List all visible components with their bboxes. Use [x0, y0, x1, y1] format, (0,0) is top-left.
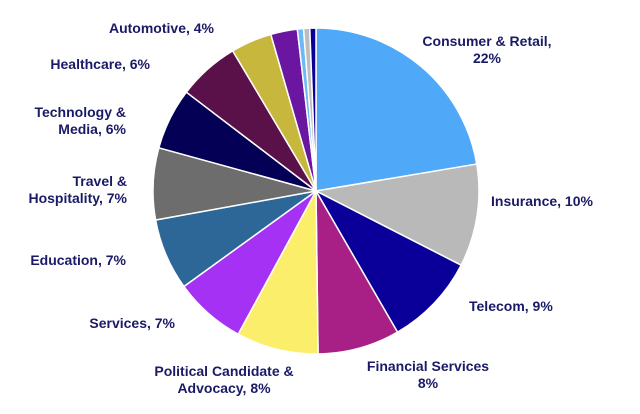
slice-label: Telecom, 9% — [469, 298, 553, 314]
slice-label-line: Education, 7% — [30, 252, 126, 268]
slice-label-line: Travel & — [73, 173, 127, 189]
slice-label-line: Financial Services — [367, 358, 489, 374]
slice-label: Education, 7% — [30, 252, 126, 268]
slice-label: Travel & Hospitality, 7% — [28, 173, 127, 206]
slice-label-line: 22% — [473, 50, 502, 66]
pie-slice — [315, 163, 480, 266]
pie-slice — [315, 27, 478, 192]
slice-label-line: 8% — [418, 375, 439, 391]
slice-label-line: Services, 7% — [89, 315, 175, 331]
slice-label: Financial Services 8% — [367, 358, 489, 391]
slice-label: Consumer & Retail, 22% — [422, 33, 551, 66]
slice-label-line: Media, 6% — [58, 121, 126, 137]
slice-label: Automotive, 4% — [109, 20, 215, 36]
slice-label-line: Consumer & Retail, — [422, 33, 551, 49]
pie-slice — [309, 27, 317, 192]
slice-label-line: Telecom, 9% — [469, 298, 553, 314]
pie-slices — [152, 27, 480, 355]
slice-label-line: Technology & — [34, 104, 126, 120]
slice-label-line: Advocacy, 8% — [177, 380, 271, 396]
slice-label: Healthcare, 6% — [50, 56, 150, 72]
slice-label-line: Healthcare, 6% — [50, 56, 150, 72]
slice-label-line: Hospitality, 7% — [28, 190, 127, 206]
slice-label-line: Insurance, 10% — [491, 193, 593, 209]
slice-label: Technology & Media, 6% — [34, 104, 126, 137]
slice-label-line: Automotive, 4% — [109, 20, 215, 36]
slice-label: Services, 7% — [89, 315, 175, 331]
slice-label: Political Candidate & Advocacy, 8% — [154, 363, 293, 396]
pie-slice — [315, 190, 462, 333]
slice-label-line: Political Candidate & — [154, 363, 293, 379]
pie-labels: Consumer & Retail, 22% Insurance, 10% Telec… — [28, 20, 593, 396]
slice-label: Insurance, 10% — [491, 193, 593, 209]
